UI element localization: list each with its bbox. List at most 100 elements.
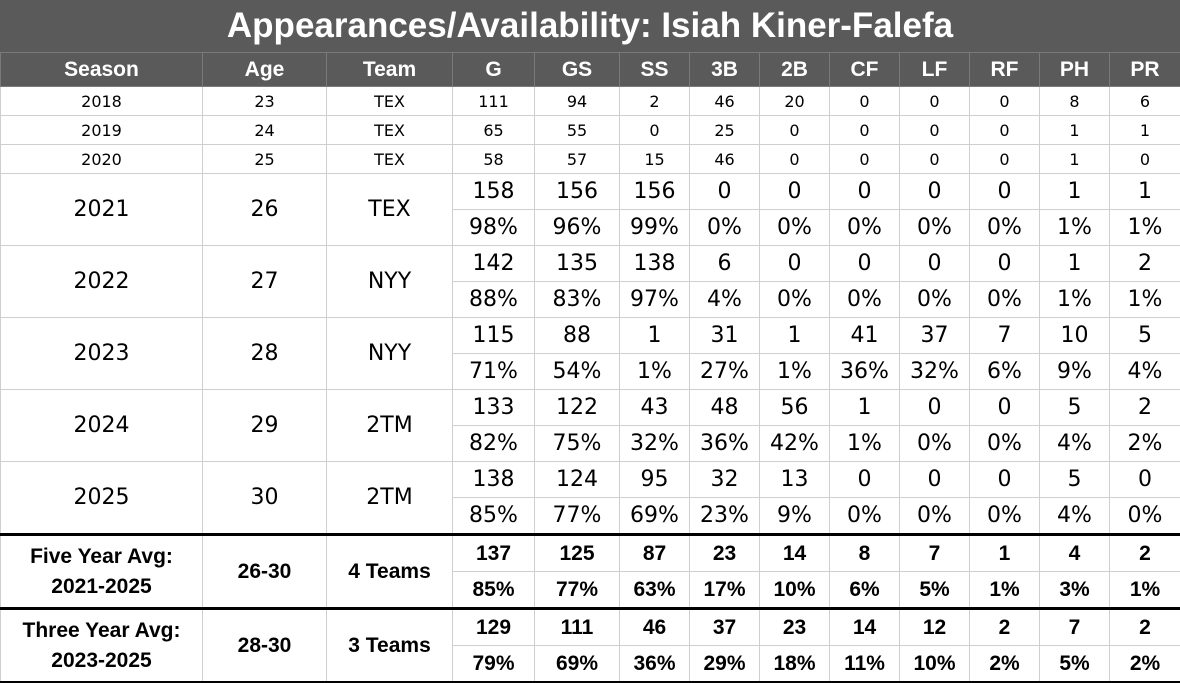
count-cell: 0 xyxy=(970,390,1040,426)
average-label-line2: 2023-2025 xyxy=(1,646,202,676)
count-cell: 1 xyxy=(1040,246,1110,282)
value-cell: 0 xyxy=(970,145,1040,174)
count-cell: 4 xyxy=(1040,535,1110,572)
percent-cell: 69% xyxy=(535,646,620,683)
age-cell: 26 xyxy=(203,174,327,246)
percent-cell: 2% xyxy=(1110,426,1180,462)
team-cell: TEX xyxy=(327,145,453,174)
season-cell: 2024 xyxy=(1,390,203,462)
percent-cell: 1% xyxy=(970,572,1040,609)
percent-cell: 0% xyxy=(900,210,970,246)
average-label-cell: Five Year Avg:2021-2025 xyxy=(1,535,203,609)
column-header: PH xyxy=(1040,53,1110,87)
average-label-line2: 2021-2025 xyxy=(1,572,202,602)
age-cell: 23 xyxy=(203,87,327,116)
count-cell: 5 xyxy=(1040,462,1110,498)
percent-cell: 5% xyxy=(1040,646,1110,683)
team-cell: TEX xyxy=(327,87,453,116)
average-label-cell: Three Year Avg:2023-2025 xyxy=(1,609,203,683)
count-cell: 43 xyxy=(620,390,690,426)
count-cell: 10 xyxy=(1040,318,1110,354)
column-header: SS xyxy=(620,53,690,87)
percent-cell: 6% xyxy=(970,354,1040,390)
season-cell: 2020 xyxy=(1,145,203,174)
value-cell: 55 xyxy=(535,116,620,145)
percent-cell: 10% xyxy=(900,646,970,683)
count-cell: 1 xyxy=(620,318,690,354)
count-cell: 37 xyxy=(690,609,760,646)
count-cell: 46 xyxy=(620,609,690,646)
percent-cell: 0% xyxy=(970,282,1040,318)
percent-cell: 17% xyxy=(690,572,760,609)
percent-cell: 32% xyxy=(900,354,970,390)
percent-cell: 77% xyxy=(535,498,620,535)
count-cell: 13 xyxy=(760,462,830,498)
percent-cell: 0% xyxy=(760,282,830,318)
count-cell: 0 xyxy=(830,462,900,498)
count-cell: 137 xyxy=(453,535,535,572)
count-cell: 1 xyxy=(1110,174,1180,210)
column-header: Team xyxy=(327,53,453,87)
percent-cell: 88% xyxy=(453,282,535,318)
percent-cell: 0% xyxy=(970,498,1040,535)
count-cell: 7 xyxy=(900,535,970,572)
value-cell: 20 xyxy=(760,87,830,116)
percent-cell: 77% xyxy=(535,572,620,609)
count-cell: 115 xyxy=(453,318,535,354)
percent-cell: 85% xyxy=(453,498,535,535)
value-cell: 58 xyxy=(453,145,535,174)
percent-cell: 1% xyxy=(1110,282,1180,318)
team-cell: NYY xyxy=(327,246,453,318)
percent-cell: 0% xyxy=(690,210,760,246)
percent-cell: 0% xyxy=(830,282,900,318)
count-cell: 2 xyxy=(1110,246,1180,282)
season-cell: 2021 xyxy=(1,174,203,246)
value-cell: 0 xyxy=(900,116,970,145)
count-cell: 95 xyxy=(620,462,690,498)
count-cell: 133 xyxy=(453,390,535,426)
percent-cell: 29% xyxy=(690,646,760,683)
percent-cell: 0% xyxy=(830,210,900,246)
percent-cell: 1% xyxy=(760,354,830,390)
column-header: 2B xyxy=(760,53,830,87)
count-cell: 5 xyxy=(1110,318,1180,354)
age-cell: 28 xyxy=(203,318,327,390)
value-cell: 57 xyxy=(535,145,620,174)
team-cell: NYY xyxy=(327,318,453,390)
count-cell: 0 xyxy=(830,246,900,282)
count-cell: 2 xyxy=(970,609,1040,646)
value-cell: 8 xyxy=(1040,87,1110,116)
age-cell: 24 xyxy=(203,116,327,145)
table-title: Appearances/Availability: Isiah Kiner-Fa… xyxy=(0,0,1180,52)
percent-cell: 32% xyxy=(620,426,690,462)
age-cell: 25 xyxy=(203,145,327,174)
count-cell: 31 xyxy=(690,318,760,354)
count-cell: 111 xyxy=(535,609,620,646)
value-cell: 0 xyxy=(900,145,970,174)
count-cell: 0 xyxy=(760,246,830,282)
column-header: GS xyxy=(535,53,620,87)
percent-cell: 0% xyxy=(1110,498,1180,535)
count-cell: 0 xyxy=(1110,462,1180,498)
column-header: 3B xyxy=(690,53,760,87)
percent-cell: 98% xyxy=(453,210,535,246)
percent-cell: 1% xyxy=(830,426,900,462)
percent-cell: 0% xyxy=(900,426,970,462)
percent-cell: 4% xyxy=(690,282,760,318)
count-cell: 156 xyxy=(620,174,690,210)
percent-cell: 69% xyxy=(620,498,690,535)
count-cell: 135 xyxy=(535,246,620,282)
percent-cell: 6% xyxy=(830,572,900,609)
percent-cell: 0% xyxy=(830,498,900,535)
count-cell: 14 xyxy=(760,535,830,572)
count-cell: 12 xyxy=(900,609,970,646)
percent-cell: 23% xyxy=(690,498,760,535)
percent-cell: 1% xyxy=(1040,282,1110,318)
percent-cell: 27% xyxy=(690,354,760,390)
